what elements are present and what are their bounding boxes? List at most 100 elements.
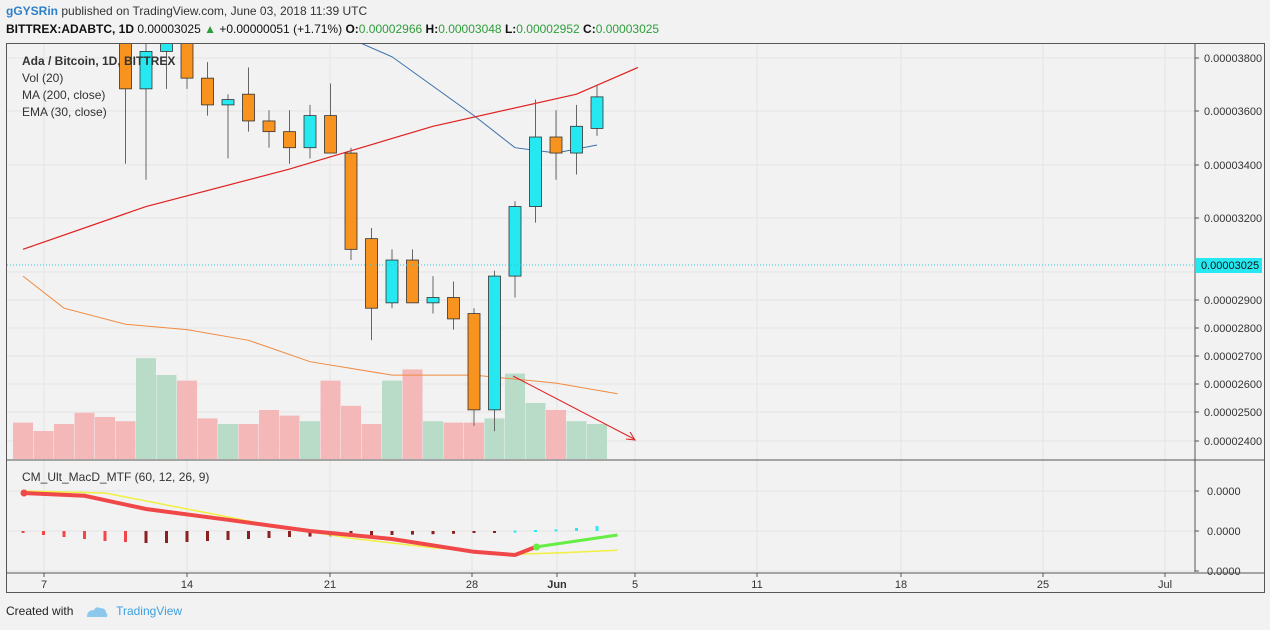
volume-bar xyxy=(54,424,74,459)
author-name[interactable]: gGYSRin xyxy=(6,4,59,18)
current-price-label: 0.00003025 xyxy=(1201,260,1259,272)
up-arrow-icon: ▲ xyxy=(204,22,216,36)
volume-bar xyxy=(13,422,33,459)
macd-histogram-bar xyxy=(493,531,496,533)
volume-bar xyxy=(95,417,115,459)
tradingview-logo-icon xyxy=(86,607,108,617)
trend-arrow-head-icon xyxy=(625,431,636,441)
chart-area[interactable]: 0.00003800 0.00003600 0.00003400 0.00003200… xyxy=(6,43,1265,593)
price-axis-label: 0.00003800 xyxy=(1204,53,1262,65)
macd-histogram-bar xyxy=(103,531,107,541)
volume-bar xyxy=(443,422,464,459)
candle-body xyxy=(262,120,276,133)
legend-ma[interactable]: MA (200, close) xyxy=(22,88,106,102)
time-axis-label: 7 xyxy=(41,579,47,591)
candle-body xyxy=(447,297,460,320)
candle-body xyxy=(529,136,542,207)
volume-bar xyxy=(341,405,361,459)
created-with-text: Created with xyxy=(6,604,74,618)
volume-bar xyxy=(238,424,259,459)
volume-bar xyxy=(423,421,443,459)
price-axis-label: 0.00003400 xyxy=(1204,160,1262,172)
volume-bar xyxy=(525,403,546,459)
macd-histogram-bar xyxy=(144,531,148,543)
price-axis-label: 0.00002600 xyxy=(1204,379,1262,391)
volume-bar xyxy=(402,369,423,459)
candle-body xyxy=(385,259,399,304)
macd-histogram-bar xyxy=(165,531,168,543)
high-label: H: xyxy=(425,22,439,36)
candle-body xyxy=(160,44,173,52)
published-text: published on TradingView.com, June 03, 2… xyxy=(61,4,368,18)
price-axis-label: 0.00002800 xyxy=(1204,323,1262,335)
macd-axis-label: 0.0000 xyxy=(1207,566,1241,578)
macd-line-rising xyxy=(535,533,618,549)
tradingview-link[interactable]: TradingView xyxy=(116,604,183,618)
price-axis-label: 0.00003600 xyxy=(1204,106,1262,118)
macd-histogram-bar xyxy=(513,530,517,533)
price-axis-label: 0.00002700 xyxy=(1204,351,1262,363)
price-chart[interactable]: 0.00003800 0.00003600 0.00003400 0.00003200… xyxy=(7,44,1264,592)
legend-macd[interactable]: CM_Ult_MacD_MTF (60, 12, 26, 9) xyxy=(22,470,210,484)
time-axis-label: 21 xyxy=(324,579,336,591)
volume-bar xyxy=(74,412,95,459)
macd-histogram-bar xyxy=(267,531,271,538)
macd-signal-line xyxy=(22,490,618,555)
candle-body xyxy=(488,275,501,411)
price-axis-label: 0.00002500 xyxy=(1204,407,1262,419)
candle-body xyxy=(324,115,337,154)
high-value: 0.00003048 xyxy=(438,22,502,36)
last-price: 0.00003025 xyxy=(137,22,201,36)
macd-histogram-bar xyxy=(370,531,373,536)
macd-histogram-bar xyxy=(62,531,66,537)
volume-bar xyxy=(361,424,382,459)
time-axis-label: 18 xyxy=(895,579,907,591)
macd-histogram-bar xyxy=(288,531,291,537)
macd-histogram-bar xyxy=(390,531,394,535)
candle-body xyxy=(201,77,214,106)
macd-histogram-bar xyxy=(42,531,45,535)
volume-bar xyxy=(156,375,177,459)
macd-histogram-bar xyxy=(411,531,414,535)
volume-bar xyxy=(197,418,218,459)
current-price-box xyxy=(1196,258,1262,273)
candle-body xyxy=(508,206,522,277)
time-axis-label: Jun xyxy=(547,579,567,591)
candle-body xyxy=(590,96,604,129)
price-axis-label: 0.00003200 xyxy=(1204,213,1262,225)
candle-body xyxy=(139,51,153,90)
macd-histogram-bar xyxy=(21,531,25,533)
candle-body xyxy=(242,93,255,122)
candle-body xyxy=(467,313,481,411)
candle-body xyxy=(283,131,296,149)
open-label: O: xyxy=(345,22,359,36)
publish-line: gGYSRin published on TradingView.com, Ju… xyxy=(6,4,367,18)
candle-body xyxy=(221,99,235,106)
volume-bar xyxy=(33,431,54,459)
volume-bar xyxy=(218,424,238,459)
macd-histogram-bar xyxy=(124,531,127,542)
volume-bar xyxy=(464,422,484,459)
legend-ema[interactable]: EMA (30, close) xyxy=(22,105,107,119)
price-axis-label: 0.00002900 xyxy=(1204,295,1262,307)
candle-body xyxy=(344,152,358,250)
macd-histogram-bar xyxy=(472,531,476,533)
volume-bar xyxy=(505,373,525,459)
price-axis-label: 0.00002400 xyxy=(1204,436,1262,448)
ohlc-line: BITTREX:ADABTC, 1D 0.00003025 ▲ +0.00000… xyxy=(6,22,659,36)
macd-axis-label: 0.0000 xyxy=(1207,486,1241,498)
legend-vol[interactable]: Vol (20) xyxy=(22,71,64,85)
macd-histogram-bar xyxy=(83,531,86,539)
macd-cross-dot-red xyxy=(20,489,28,497)
macd-histogram-bar xyxy=(595,526,599,531)
candle-body xyxy=(549,136,563,154)
candle-body xyxy=(570,125,583,154)
close-label: C: xyxy=(583,22,596,36)
time-axis-label: 5 xyxy=(632,579,638,591)
candle-body xyxy=(180,44,194,79)
low-label: L: xyxy=(504,22,517,36)
volume-bar xyxy=(566,421,587,459)
time-axis-label: Jul xyxy=(1158,579,1172,591)
volume-bar xyxy=(320,380,341,459)
macd-histogram-bar xyxy=(534,530,537,532)
